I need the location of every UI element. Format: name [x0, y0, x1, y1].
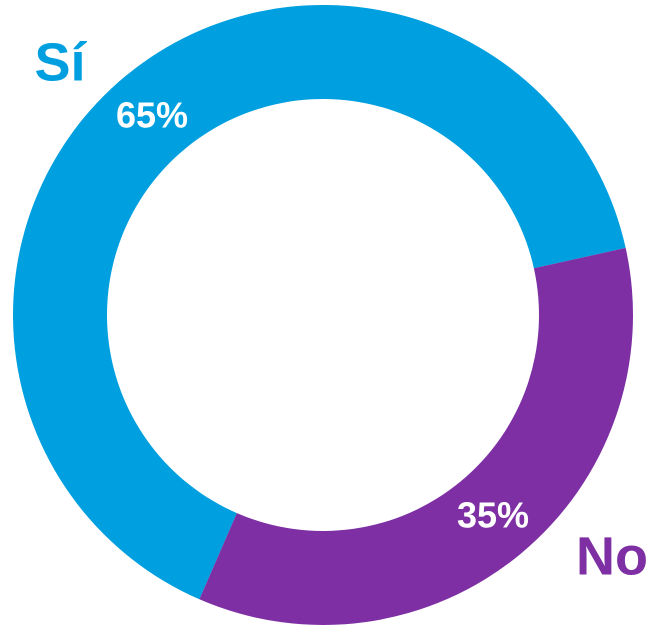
donut-slice [12, 5, 626, 600]
category-label: No [576, 526, 648, 586]
category-label: Sí [34, 32, 87, 92]
value-label: 65% [116, 95, 188, 136]
donut-slice [199, 247, 633, 626]
value-label: 35% [457, 495, 529, 536]
